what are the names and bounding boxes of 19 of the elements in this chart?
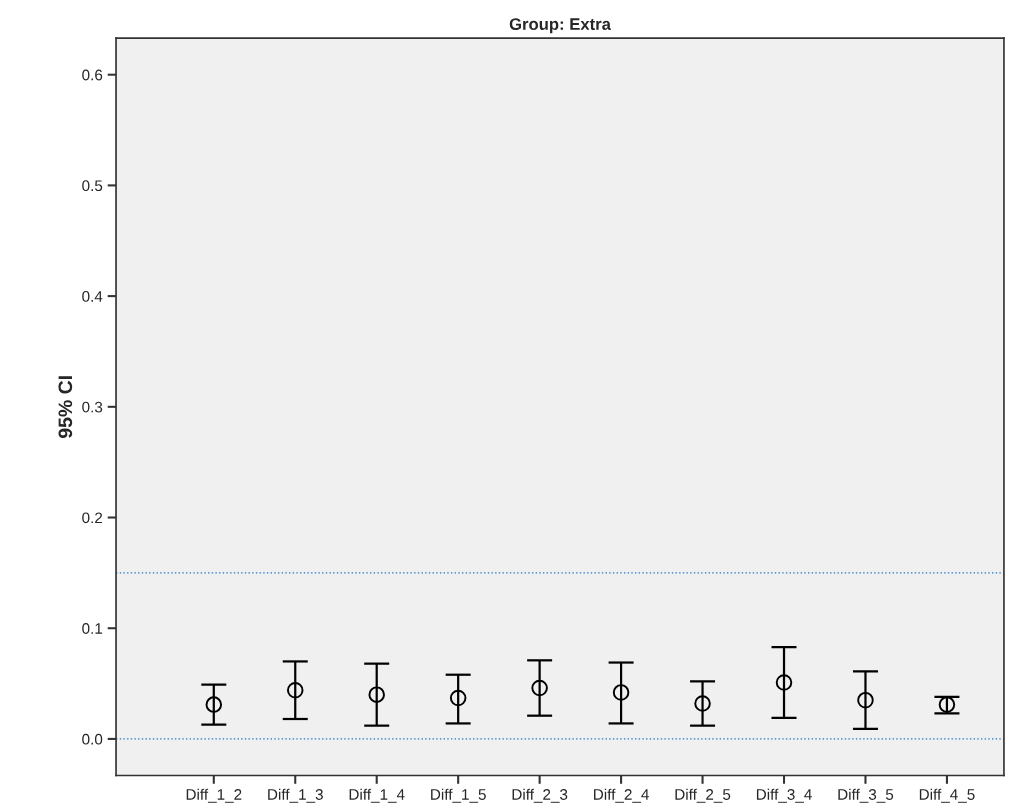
- chart-title: Group: Extra: [509, 18, 612, 34]
- x-tick-label: Diff_1_5: [431, 788, 486, 803]
- x-tick-label: Diff_2_3: [512, 788, 568, 803]
- x-tick-label: Diff_3_4: [756, 788, 812, 803]
- x-tick-label: Diff_1_2: [186, 788, 242, 803]
- y-tick-label: 0.3: [82, 401, 103, 413]
- x-tick-label: Diff_1_4: [349, 788, 405, 803]
- x-tick-label: Diff_4_5: [919, 788, 975, 803]
- y-tick-label: 0.2: [82, 512, 103, 524]
- x-tick-label: Diff_2_5: [675, 788, 731, 803]
- y-tick-label: 0.0: [82, 733, 103, 745]
- y-tick-label: 0.5: [82, 180, 103, 192]
- x-tick-label: Diff_3_5: [838, 788, 894, 803]
- y-tick-label: 0.1: [82, 623, 103, 634]
- y-tick-label: 0.4: [82, 290, 103, 302]
- y-axis-title: 95% CI: [58, 376, 73, 439]
- x-tick-label: Diff_1_3: [268, 788, 323, 803]
- y-tick-label: 0.6: [82, 69, 103, 81]
- x-tick-label: Diff_2_4: [594, 788, 649, 803]
